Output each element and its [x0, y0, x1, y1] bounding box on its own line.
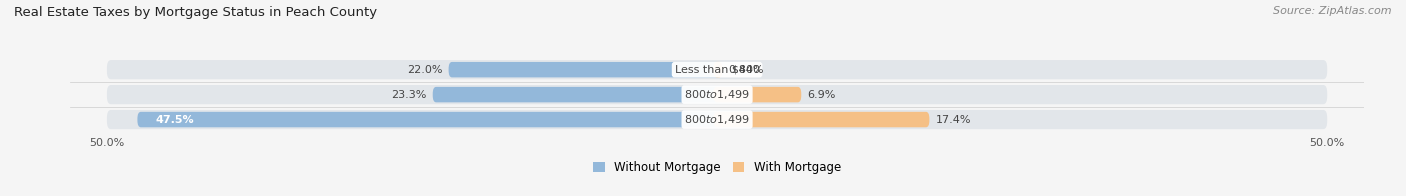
FancyBboxPatch shape [107, 85, 1327, 104]
Text: $800 to $1,499: $800 to $1,499 [685, 113, 749, 126]
Text: 0.44%: 0.44% [728, 65, 763, 75]
Text: 22.0%: 22.0% [406, 65, 443, 75]
Text: 17.4%: 17.4% [935, 114, 972, 125]
FancyBboxPatch shape [713, 112, 929, 127]
Text: 6.9%: 6.9% [807, 90, 835, 100]
FancyBboxPatch shape [449, 62, 721, 77]
Text: 47.5%: 47.5% [156, 114, 194, 125]
FancyBboxPatch shape [433, 87, 721, 102]
Text: 23.3%: 23.3% [391, 90, 426, 100]
Text: $800 to $1,499: $800 to $1,499 [685, 88, 749, 101]
FancyBboxPatch shape [107, 110, 1327, 129]
FancyBboxPatch shape [713, 62, 723, 77]
Text: Source: ZipAtlas.com: Source: ZipAtlas.com [1274, 6, 1392, 16]
FancyBboxPatch shape [138, 112, 721, 127]
Legend: Without Mortgage, With Mortgage: Without Mortgage, With Mortgage [588, 156, 846, 178]
FancyBboxPatch shape [107, 60, 1327, 79]
Text: Real Estate Taxes by Mortgage Status in Peach County: Real Estate Taxes by Mortgage Status in … [14, 6, 377, 19]
FancyBboxPatch shape [713, 87, 801, 102]
Text: Less than $800: Less than $800 [675, 65, 759, 75]
